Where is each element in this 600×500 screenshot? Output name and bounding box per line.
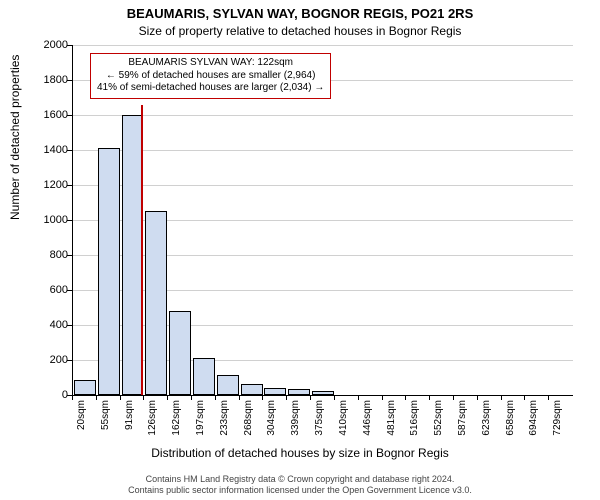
annotation-line-2: ← 59% of detached houses are smaller (2,… — [97, 70, 324, 83]
y-tick-mark — [67, 220, 72, 221]
footer-line-1: Contains HM Land Registry data © Crown c… — [0, 474, 600, 485]
x-tick-label: 623sqm — [481, 400, 492, 450]
y-tick-label: 1400 — [28, 144, 68, 156]
x-tick-mark — [167, 395, 168, 400]
y-tick-label: 800 — [28, 249, 68, 261]
x-axis-label: Distribution of detached houses by size … — [0, 446, 600, 460]
y-tick-label: 1000 — [28, 214, 68, 226]
x-tick-mark — [429, 395, 430, 400]
y-tick-label: 400 — [28, 319, 68, 331]
x-tick-label: 91sqm — [124, 400, 135, 450]
y-tick-label: 1200 — [28, 179, 68, 191]
histogram-bar — [288, 389, 310, 395]
annotation-line-3: 41% of semi-detached houses are larger (… — [97, 82, 324, 95]
x-tick-mark — [501, 395, 502, 400]
histogram-bar — [241, 384, 263, 395]
x-tick-mark — [239, 395, 240, 400]
x-tick-mark — [72, 395, 73, 400]
histogram-bar — [312, 391, 334, 395]
y-axis-label: Number of detached properties — [8, 55, 22, 220]
x-tick-label: 658sqm — [505, 400, 516, 450]
x-tick-label: 587sqm — [457, 400, 468, 450]
x-tick-label: 126sqm — [147, 400, 158, 450]
gridline — [73, 150, 573, 151]
x-tick-label: 339sqm — [290, 400, 301, 450]
x-tick-mark — [453, 395, 454, 400]
x-tick-mark — [262, 395, 263, 400]
chart-subtitle: Size of property relative to detached ho… — [0, 24, 600, 38]
x-tick-label: 304sqm — [266, 400, 277, 450]
footer: Contains HM Land Registry data © Crown c… — [0, 474, 600, 496]
histogram-bar — [74, 380, 96, 395]
gridline — [73, 115, 573, 116]
x-tick-mark — [96, 395, 97, 400]
x-tick-mark — [548, 395, 549, 400]
x-tick-label: 729sqm — [552, 400, 563, 450]
y-tick-label: 1800 — [28, 74, 68, 86]
y-tick-mark — [67, 255, 72, 256]
chart-container: BEAUMARIS, SYLVAN WAY, BOGNOR REGIS, PO2… — [0, 0, 600, 500]
y-tick-label: 1600 — [28, 109, 68, 121]
footer-line-2: Contains public sector information licen… — [0, 485, 600, 496]
x-tick-label: 162sqm — [171, 400, 182, 450]
y-tick-mark — [67, 115, 72, 116]
gridline — [73, 185, 573, 186]
x-tick-mark — [524, 395, 525, 400]
y-tick-mark — [67, 360, 72, 361]
x-tick-label: 481sqm — [386, 400, 397, 450]
annotation-line-1: BEAUMARIS SYLVAN WAY: 122sqm — [97, 57, 324, 70]
histogram-bar — [217, 375, 239, 395]
y-tick-label: 200 — [28, 354, 68, 366]
x-tick-label: 694sqm — [528, 400, 539, 450]
y-tick-mark — [67, 150, 72, 151]
histogram-bar — [169, 311, 191, 395]
marker-line — [141, 105, 143, 395]
histogram-bar — [264, 388, 286, 395]
x-tick-label: 552sqm — [433, 400, 444, 450]
x-tick-label: 233sqm — [219, 400, 230, 450]
y-tick-label: 0 — [28, 389, 68, 401]
x-tick-label: 446sqm — [362, 400, 373, 450]
x-tick-label: 375sqm — [314, 400, 325, 450]
x-tick-mark — [334, 395, 335, 400]
x-tick-label: 55sqm — [100, 400, 111, 450]
y-tick-mark — [67, 45, 72, 46]
x-tick-mark — [310, 395, 311, 400]
histogram-bar — [193, 358, 215, 395]
x-tick-label: 20sqm — [76, 400, 87, 450]
x-tick-mark — [382, 395, 383, 400]
y-tick-mark — [67, 80, 72, 81]
histogram-bar — [98, 148, 120, 395]
x-tick-mark — [191, 395, 192, 400]
y-tick-label: 2000 — [28, 39, 68, 51]
histogram-bar — [145, 211, 167, 395]
y-tick-mark — [67, 185, 72, 186]
y-tick-label: 600 — [28, 284, 68, 296]
chart-title: BEAUMARIS, SYLVAN WAY, BOGNOR REGIS, PO2… — [0, 6, 600, 21]
x-tick-label: 516sqm — [409, 400, 420, 450]
x-tick-mark — [477, 395, 478, 400]
annotation-box: BEAUMARIS SYLVAN WAY: 122sqm ← 59% of de… — [90, 53, 331, 99]
x-tick-label: 410sqm — [338, 400, 349, 450]
y-tick-mark — [67, 325, 72, 326]
x-tick-mark — [215, 395, 216, 400]
x-tick-mark — [120, 395, 121, 400]
x-tick-mark — [143, 395, 144, 400]
y-tick-mark — [67, 290, 72, 291]
x-tick-label: 197sqm — [195, 400, 206, 450]
gridline — [73, 45, 573, 46]
x-tick-mark — [286, 395, 287, 400]
x-tick-mark — [405, 395, 406, 400]
x-tick-mark — [358, 395, 359, 400]
x-tick-label: 268sqm — [243, 400, 254, 450]
